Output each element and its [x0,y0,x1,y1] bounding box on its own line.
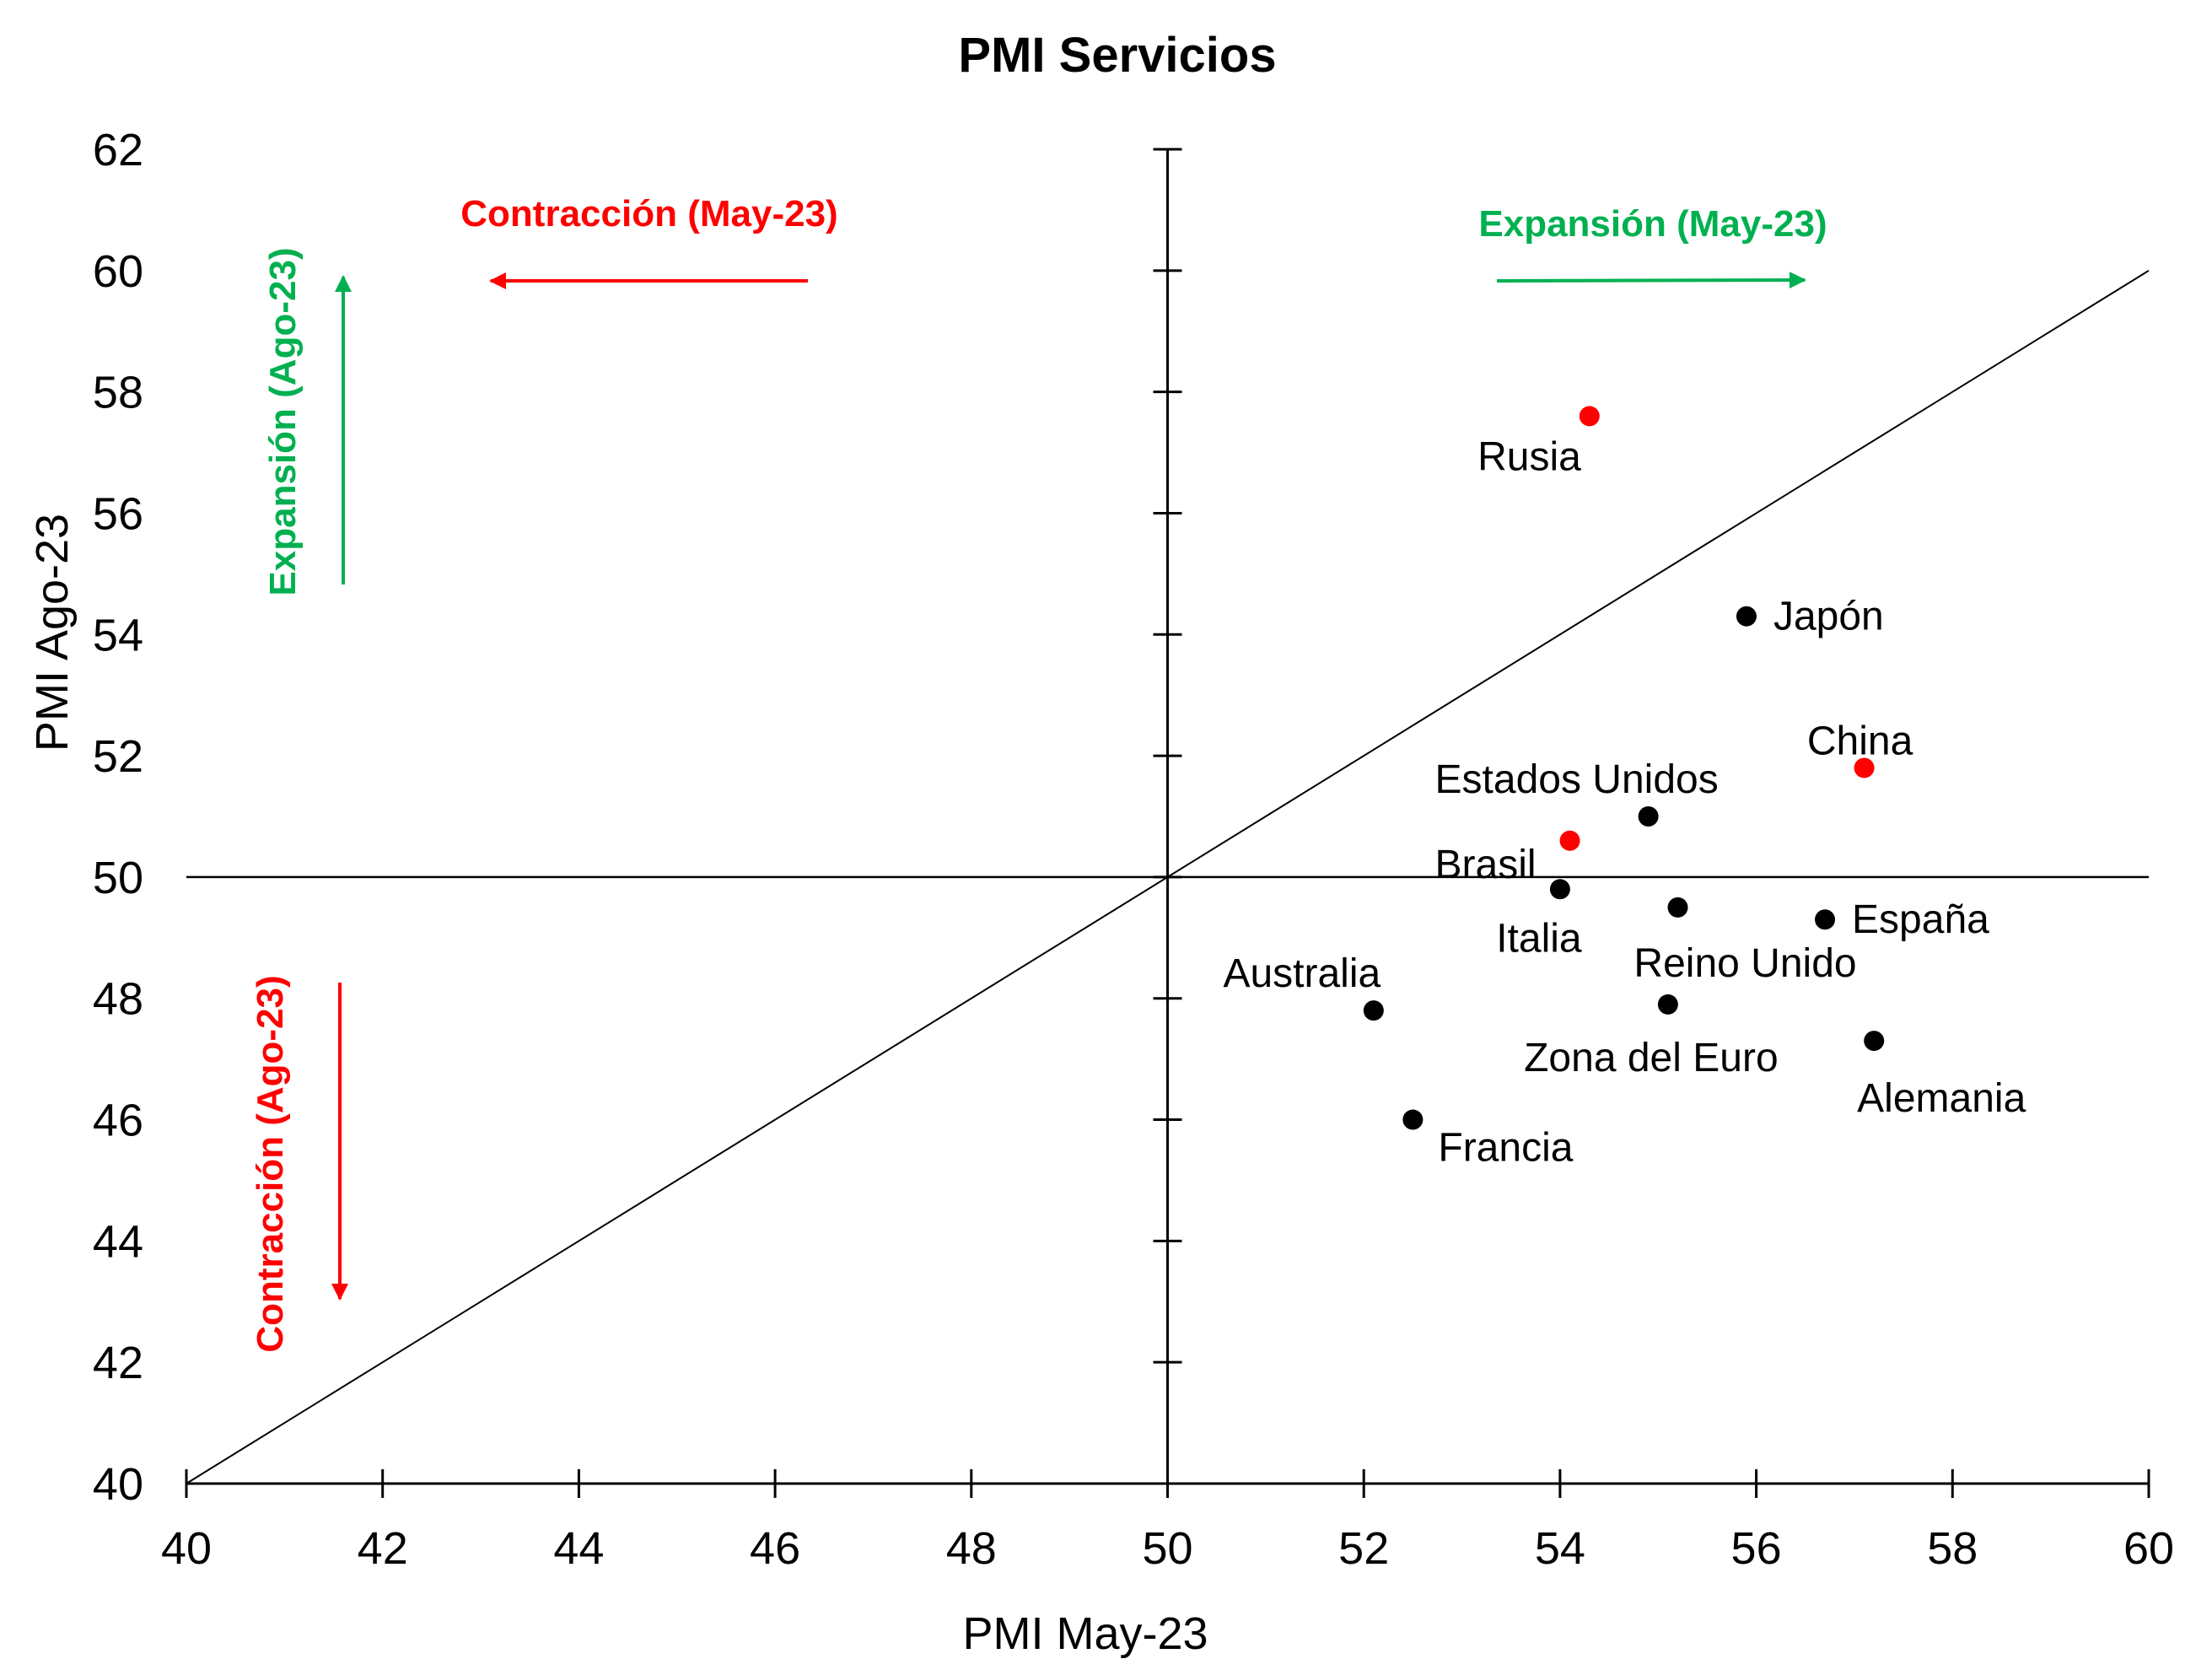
data-points [1363,406,1885,1130]
data-point-japón [1736,606,1757,627]
y-tick-label: 58 [93,368,143,418]
data-point-australia [1363,1000,1384,1021]
x-tick-label: 52 [1338,1523,1389,1574]
y-tick-label: 42 [93,1338,143,1388]
data-label: Japón [1773,595,1884,639]
y-tick-label: 52 [93,731,143,782]
y-axis-ticks: 40 42 44 46 48 50 52 54 56 58 60 62 [93,125,1182,1510]
data-point-china [1854,757,1875,778]
y-tick-label: 40 [93,1459,143,1510]
x-tick-label: 60 [2123,1523,2174,1574]
data-label: Rusia [1477,434,1581,479]
reference-lines [186,149,2150,1484]
data-label: Francia [1438,1126,1573,1171]
x-tick-label: 58 [1927,1523,1978,1574]
data-label: Australia [1223,951,1380,996]
y-tick-label: 50 [93,853,143,903]
x-axis-ticks: 40 42 44 46 48 50 52 54 56 58 60 [161,1469,2174,1574]
chart-title: PMI Servicios [958,28,1276,83]
annotations: Contracción (May-23) Expansión (May-23) … [250,193,1827,1353]
data-label: Zona del Euro [1524,1036,1779,1080]
x-tick-label: 42 [358,1523,408,1574]
y-axis-title: PMI Ago-23 [27,514,78,751]
data-label: Estados Unidos [1435,757,1719,802]
data-point-estados-unidos [1638,806,1659,827]
data-point-brasil [1559,830,1580,851]
data-label: Reino Unido [1633,941,1856,986]
data-point-españa [1815,909,1836,930]
y-tick-label: 60 [93,246,143,297]
x-tick-label: 54 [1535,1523,1585,1574]
data-point-alemania [1864,1031,1885,1052]
y-tick-label: 46 [93,1096,143,1146]
y-tick-label: 62 [93,125,143,175]
x-tick-label: 56 [1731,1523,1782,1574]
x-tick-label: 44 [553,1523,604,1574]
x-tick-label: 46 [750,1523,800,1574]
data-point-rusia [1579,406,1600,427]
x-tick-label: 40 [161,1523,212,1574]
annotation-contraccion-ago: Contracción (Ago-23) [250,975,291,1352]
x-tick-label: 50 [1142,1523,1192,1574]
data-point-italia [1549,879,1570,900]
data-label: China [1807,719,1913,763]
annotation-expansion-ago: Expansión (Ago-23) [262,247,304,595]
data-point-francia [1402,1109,1424,1130]
x-tick-label: 48 [946,1523,997,1574]
data-point-reino-unido [1667,897,1688,918]
data-label: Alemania [1857,1076,2026,1121]
y-tick-label: 54 [93,610,143,660]
data-point-zona-del-euro [1657,994,1678,1015]
x-axis-title: PMI May-23 [962,1608,1208,1659]
data-label: Brasil [1435,843,1537,887]
annotation-expansion-may: Expansión (May-23) [1478,203,1827,245]
data-label: Italia [1496,916,1582,961]
y-tick-label: 44 [93,1216,143,1267]
y-tick-label: 56 [93,488,143,539]
data-labels: Rusia Japón China Estados Unidos Brasil Itali… [1223,434,2026,1170]
y-tick-label: 48 [93,974,143,1025]
data-label: España [1852,897,1989,942]
annotation-contraccion-may: Contracción (May-23) [460,193,837,234]
arrow-expansion-may [1496,272,1806,289]
